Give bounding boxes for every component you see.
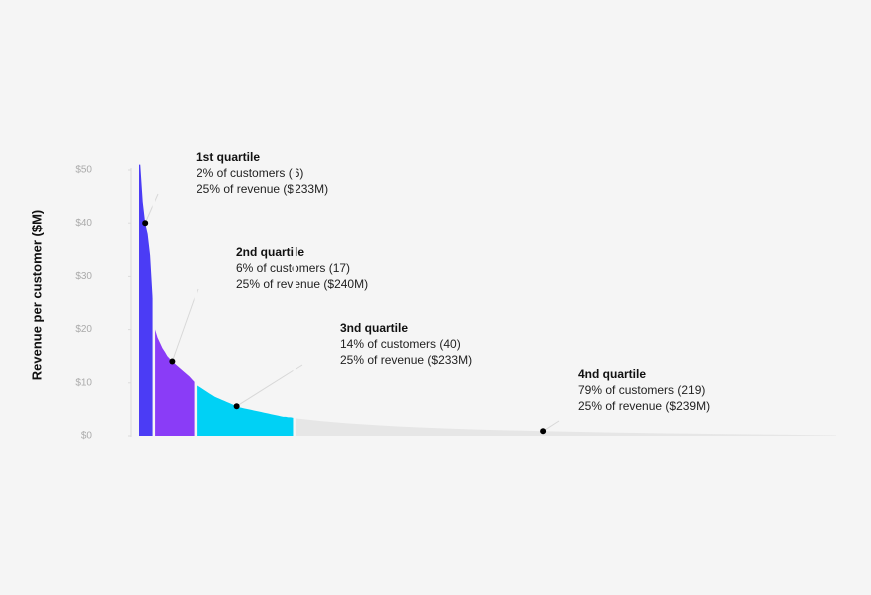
leader-line: [171, 288, 199, 362]
y-tick-label: $30: [75, 271, 92, 282]
annotation-text: 25% of revenue ($233M): [340, 353, 472, 367]
y-axis-label: Revenue per customer ($M): [29, 210, 44, 381]
leader-line: [144, 193, 159, 224]
annotation-title: 1st quartile: [196, 150, 260, 164]
annotation-title: 4nd quartile: [578, 367, 646, 381]
area: [294, 418, 836, 436]
area: [195, 385, 295, 436]
y-tick-label: $0: [81, 431, 93, 442]
annotation-title: 3nd quartile: [340, 321, 408, 335]
marker: [169, 358, 176, 365]
annotation-text: 79% of customers (219): [578, 383, 705, 397]
area: [153, 329, 196, 436]
marker: [142, 220, 149, 227]
annotation-text: 2% of customers (6): [196, 166, 303, 180]
annotation-text: 14% of customers (40): [340, 337, 461, 351]
annotation-text: 25% of revenue ($240M): [236, 277, 368, 291]
marker: [233, 403, 240, 410]
annotation-text: 25% of revenue ($233M): [196, 182, 328, 196]
marker: [540, 428, 547, 435]
annotation-text: 25% of revenue ($239M): [578, 399, 710, 413]
area: [139, 164, 154, 436]
leader-line: [236, 364, 303, 407]
y-tick-label: $50: [75, 165, 92, 176]
annotation-text: 6% of customers (17): [236, 261, 350, 275]
leader-line: [542, 420, 560, 432]
y-tick-label: $40: [75, 218, 92, 229]
y-tick-label: $10: [75, 377, 92, 388]
y-tick-label: $20: [75, 324, 92, 335]
annotation-title: 2nd quartile: [236, 245, 304, 259]
